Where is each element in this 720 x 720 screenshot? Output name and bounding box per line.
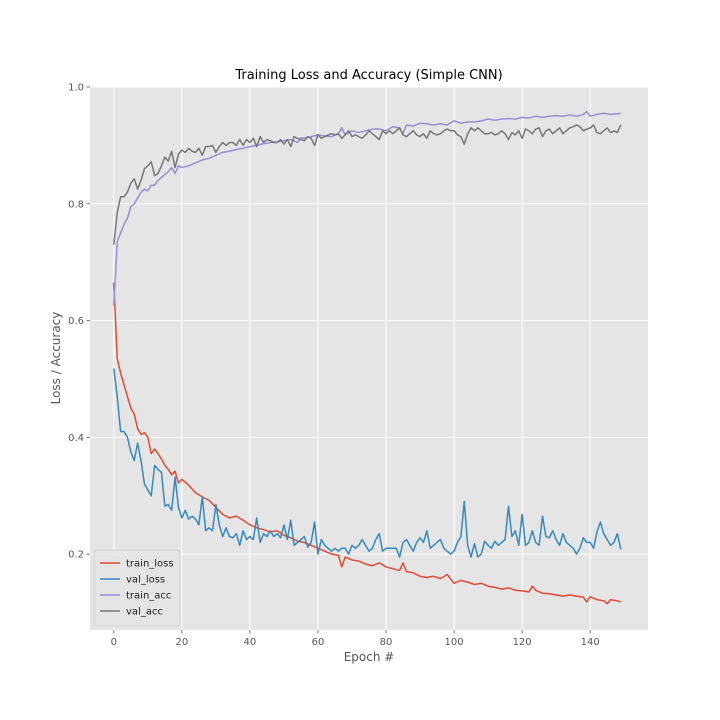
x-tick-label: 140 [581, 637, 600, 648]
y-tick-label: 0.6 [68, 316, 84, 327]
y-tick-label: 0.8 [68, 199, 84, 210]
legend-label-val-loss: val_loss [126, 575, 165, 586]
legend-label-train-loss: train_loss [126, 559, 174, 570]
series-lines [113, 110, 622, 605]
y-tick-label: 1.0 [68, 83, 84, 94]
legend-box [93, 549, 181, 627]
y-tick-label: 0.2 [68, 550, 84, 561]
x-tick-label: 80 [380, 637, 393, 648]
y-axis-label: Loss / Accuracy [49, 312, 63, 405]
series-line-val-acc [113, 124, 622, 245]
chart-title: Training Loss and Accuracy (Simple CNN) [234, 68, 502, 83]
axis-ticks: 0 20 40 60 80 100 120 140 0.2 0.4 0.6 0.8 1.0 [68, 83, 600, 649]
legend-label-train-acc: train_acc [126, 591, 171, 602]
y-tick-label: 0.4 [68, 433, 84, 444]
grid [90, 86, 648, 630]
series-line-val-loss [113, 368, 622, 558]
x-tick-label: 120 [513, 637, 532, 648]
legend: train_loss val_loss train_acc val_acc [93, 549, 181, 627]
legend-label-val-acc: val_acc [126, 607, 163, 618]
plot-area [90, 87, 648, 630]
series-line-train-acc [113, 110, 621, 306]
x-tick-label: 20 [175, 637, 188, 648]
series-line-train-loss [113, 282, 622, 605]
x-tick-label: 100 [445, 637, 464, 648]
x-tick-label: 40 [244, 637, 257, 648]
x-axis-label: Epoch # [344, 650, 395, 664]
x-tick-label: 60 [312, 637, 325, 648]
x-tick-label: 0 [111, 637, 117, 648]
